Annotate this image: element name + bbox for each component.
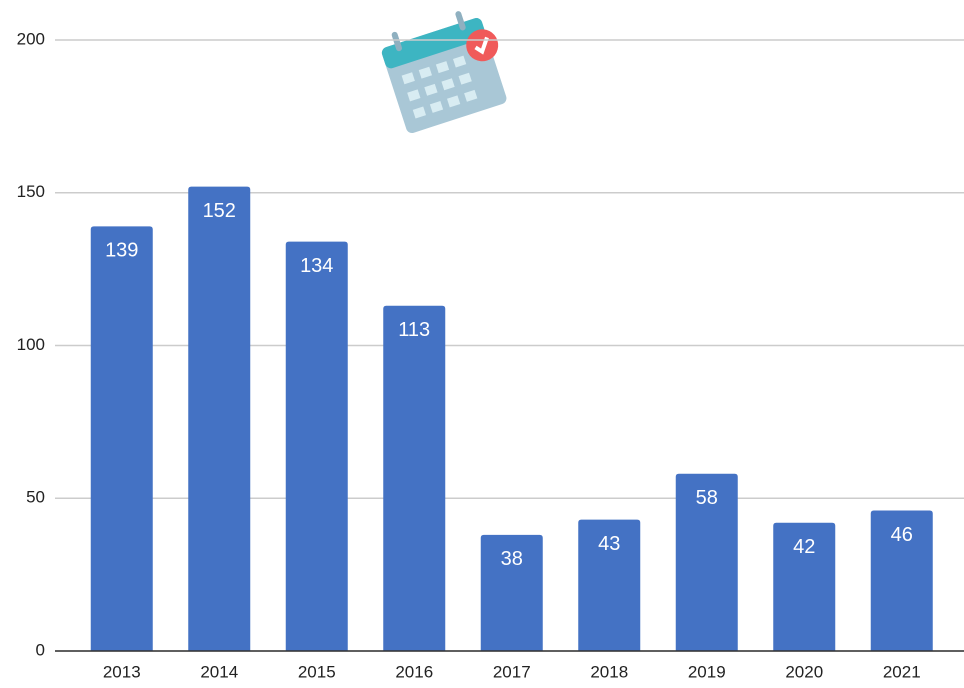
data-label: 38 <box>501 548 523 570</box>
bar <box>188 186 251 651</box>
bar <box>578 519 641 651</box>
bar <box>480 534 543 651</box>
y-tick-label: 0 <box>36 640 45 659</box>
y-tick-label: 200 <box>17 29 45 48</box>
bar <box>773 522 836 651</box>
data-label: 43 <box>598 533 620 555</box>
x-tick-label: 2019 <box>688 662 726 681</box>
data-label: 46 <box>891 524 913 546</box>
calendar-icon <box>381 11 507 133</box>
x-tick-label: 2015 <box>298 662 336 681</box>
x-tick-label: 2014 <box>200 662 238 681</box>
data-label: 152 <box>203 200 236 222</box>
bar <box>383 305 446 651</box>
data-label: 113 <box>398 319 430 341</box>
y-tick-label: 100 <box>17 335 45 354</box>
x-tick-label: 2017 <box>493 662 531 681</box>
x-tick-label: 2020 <box>785 662 823 681</box>
x-tick-label: 2018 <box>590 662 628 681</box>
x-tick-label: 2021 <box>883 662 921 681</box>
x-tick-label: 2013 <box>103 662 141 681</box>
data-label: 58 <box>696 487 718 509</box>
y-tick-label: 150 <box>17 182 45 201</box>
data-label: 134 <box>300 255 333 277</box>
bar <box>870 510 933 651</box>
bar <box>90 226 153 652</box>
bar <box>285 241 348 651</box>
x-tick-label: 2016 <box>395 662 433 681</box>
data-label: 139 <box>105 240 138 262</box>
bar <box>675 473 738 651</box>
data-label: 42 <box>793 536 815 558</box>
y-tick-label: 50 <box>26 488 45 507</box>
